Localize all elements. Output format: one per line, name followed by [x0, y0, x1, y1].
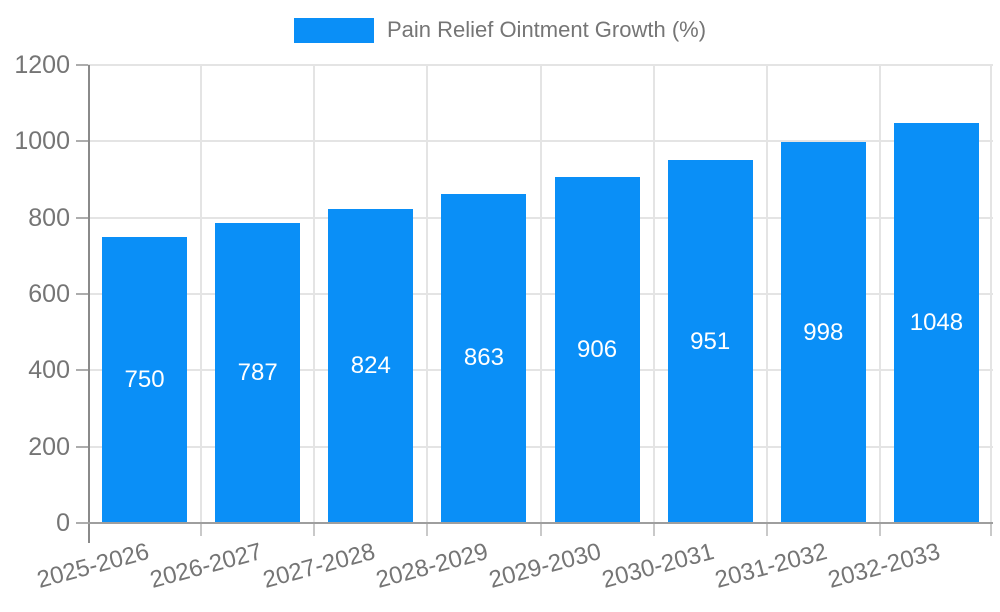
bar[interactable]: 824: [328, 208, 414, 523]
bar-value-label: 998: [803, 318, 844, 346]
y-axis-tick: [76, 140, 88, 143]
bar[interactable]: 787: [215, 222, 301, 523]
y-axis-tick: [76, 293, 88, 295]
legend-label: Pain Relief Ointment Growth (%): [386, 17, 707, 42]
x-axis-baseline: [88, 522, 993, 524]
v-gridline: [765, 65, 768, 523]
v-gridline: [990, 65, 992, 523]
v-gridline: [426, 65, 429, 523]
bar[interactable]: 906: [554, 177, 640, 523]
y-axis-tick-label: 400: [28, 356, 70, 385]
y-axis-tick-label: 1000: [14, 127, 70, 156]
x-axis-tick: [990, 523, 992, 536]
y-axis-tick-label: 1200: [14, 51, 70, 79]
x-axis-tick: [652, 523, 655, 536]
y-axis-tick: [76, 64, 88, 66]
v-gridline: [539, 65, 542, 523]
x-axis-tick: [426, 523, 429, 536]
y-axis-tick: [76, 522, 88, 524]
bar-value-label: 787: [237, 358, 278, 386]
y-axis-tick-label: 200: [28, 432, 70, 461]
y-axis-tick-label: 0: [56, 509, 70, 537]
y-axis-tick: [76, 216, 88, 219]
x-axis-tick: [539, 523, 542, 536]
bar[interactable]: 1048: [893, 123, 979, 523]
plot-area: 0 200 400 600 800 1000 1200 750 787 824 863 906 951 9…: [14, 53, 993, 594]
v-gridline: [652, 65, 655, 523]
v-gridline: [200, 65, 203, 523]
x-axis-tick: [878, 523, 881, 536]
y-axis-tick: [76, 369, 88, 372]
v-gridline: [878, 65, 881, 523]
y-axis-tick-label: 600: [28, 280, 70, 308]
bar-value-label: 951: [690, 327, 731, 355]
chart-legend: Pain Relief Ointment Growth (%): [0, 17, 1000, 43]
bar[interactable]: 750: [102, 236, 188, 523]
x-axis-tick: [313, 523, 316, 536]
bar-value-label: 906: [577, 336, 618, 364]
bar-value-label: 750: [124, 365, 165, 393]
bar-value-label: 863: [463, 344, 504, 372]
x-axis-tick: [765, 523, 768, 536]
y-axis-line: [88, 65, 90, 543]
y-axis-tick-label: 800: [28, 203, 70, 232]
bar-value-label: 1048: [909, 309, 964, 336]
y-axis-tick: [76, 445, 88, 448]
legend-swatch: [293, 17, 374, 43]
x-axis-tick: [200, 523, 203, 536]
bar[interactable]: 951: [667, 160, 753, 523]
v-gridline: [313, 65, 316, 523]
bar-value-label: 824: [350, 351, 391, 379]
bar[interactable]: 863: [441, 193, 527, 523]
bar[interactable]: 998: [780, 142, 866, 523]
